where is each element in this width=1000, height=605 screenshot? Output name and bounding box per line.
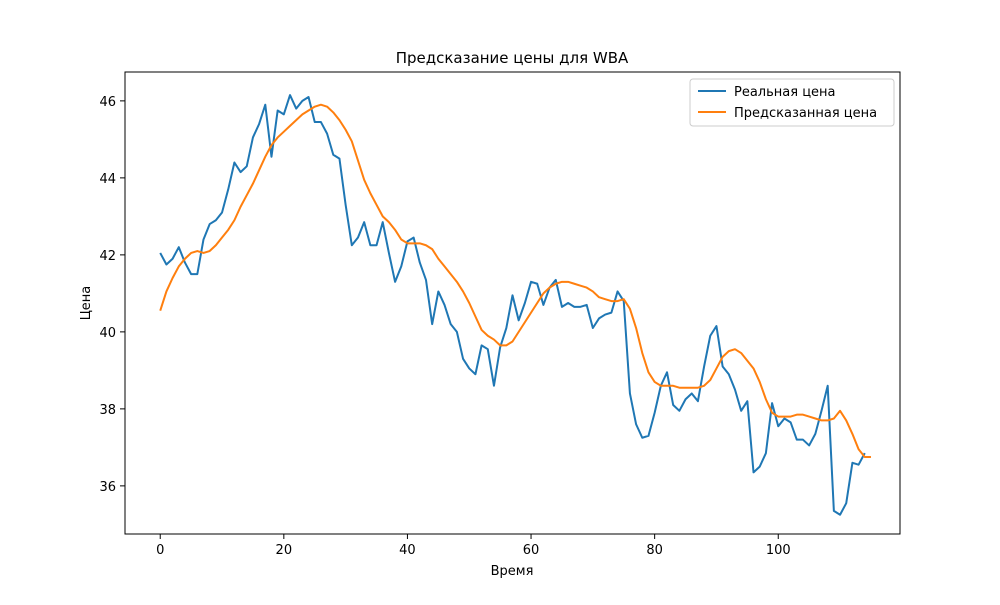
x-axis: 0 20 40 60 80 100 [156,534,791,558]
y-axis-label: Цена [79,286,94,321]
y-tick-label: 44 [99,172,116,187]
series-layer [159,94,871,516]
legend-box [689,78,895,127]
x-tick-label: 20 [276,543,293,558]
x-tick-label: 40 [399,543,416,558]
y-tick-label: 38 [99,403,116,418]
legend-label-predicted: Предсказанная цена [734,106,877,121]
series-line-real [159,94,866,516]
y-tick-label: 36 [99,480,116,495]
x-tick-label: 80 [646,543,663,558]
y-tick-label: 40 [99,326,116,341]
x-axis-label: Время [491,564,534,579]
x-tick-label: 100 [766,543,791,558]
x-tick-label: 0 [156,543,164,558]
chart-title: Предсказание цены для WBA [396,49,629,67]
y-tick-label: 46 [99,95,116,110]
y-axis: 36 38 40 42 44 46 [99,95,125,495]
plot-frame [124,71,901,535]
legend-label-real: Реальная цена [734,85,836,100]
y-tick-label: 42 [99,249,116,264]
x-tick-label: 60 [523,543,540,558]
series-line-predicted [159,103,871,458]
legend: Реальная цена Предсказанная цена [689,78,895,127]
